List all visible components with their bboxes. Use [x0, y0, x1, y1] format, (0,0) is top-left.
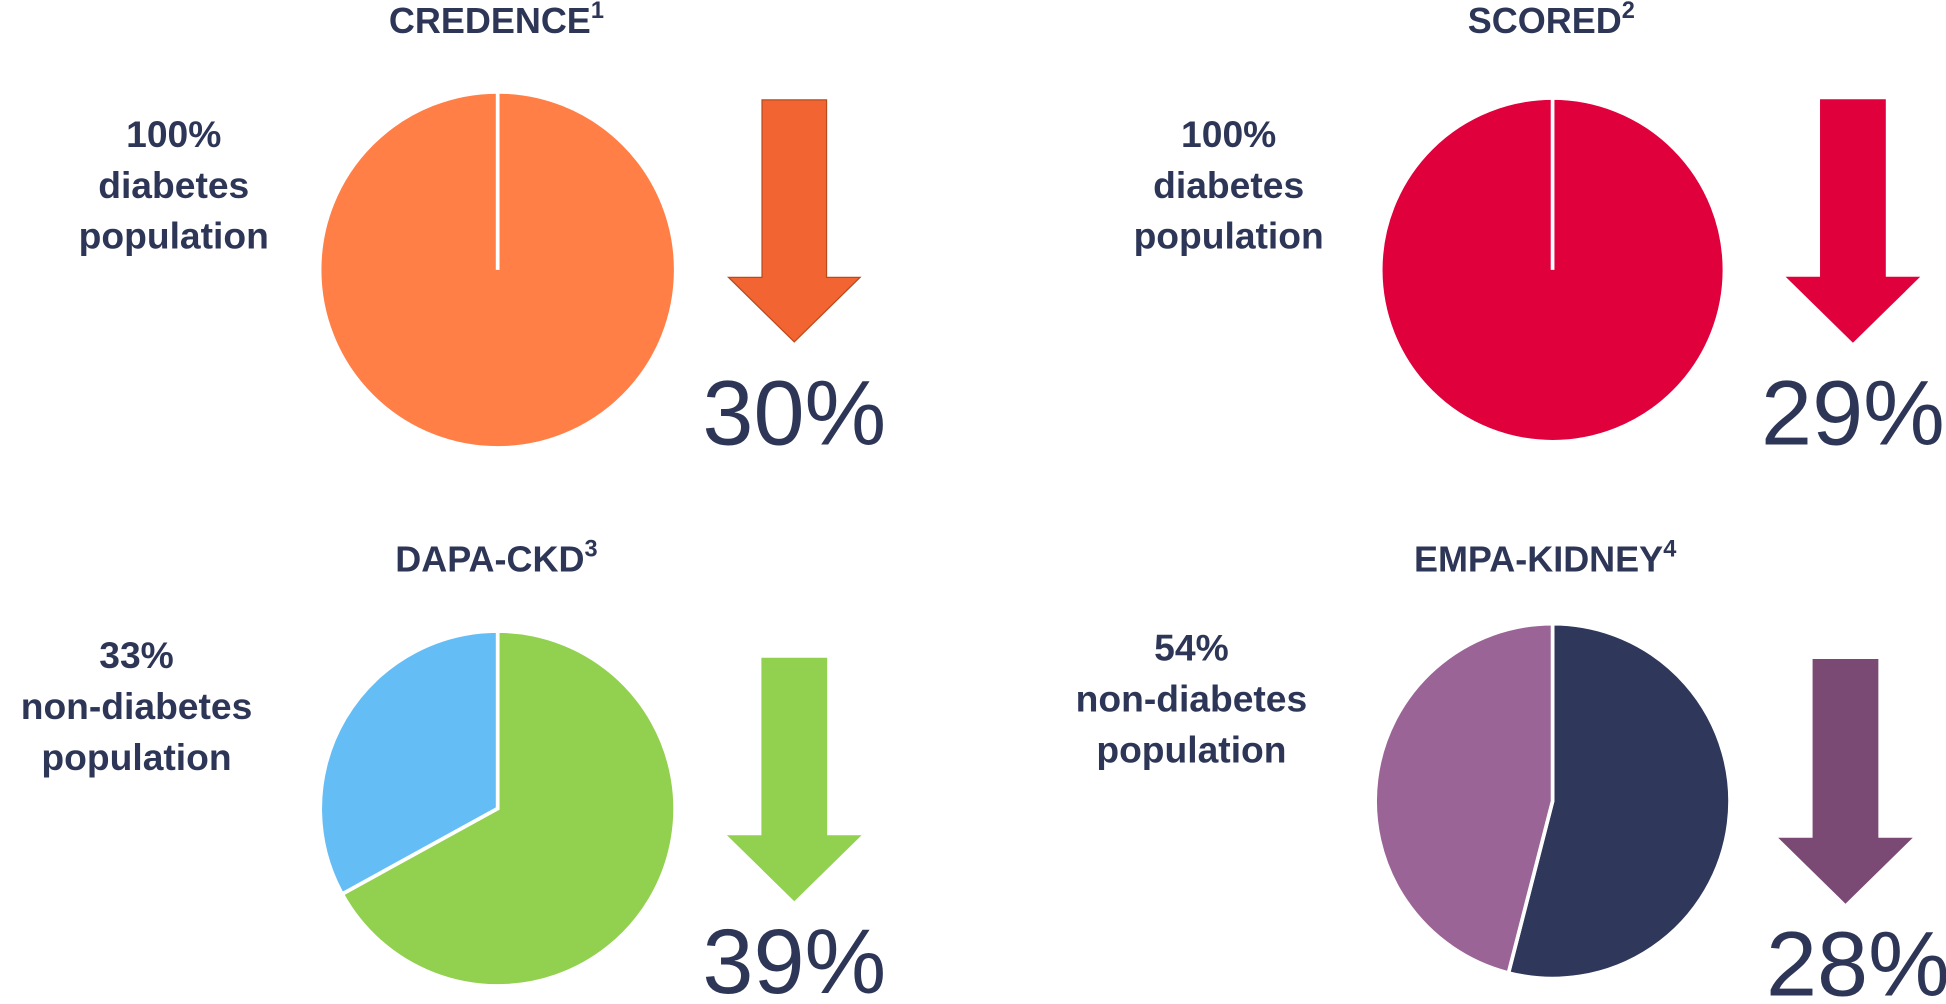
- reduction-value: 39%: [702, 911, 886, 1004]
- title-superscript: 1: [591, 0, 604, 23]
- chart-title: EMPA-KIDNEY4: [1414, 536, 1676, 579]
- title-text: CREDENCE: [389, 0, 591, 40]
- down-arrow: [1785, 99, 1921, 343]
- title-text: SCORED: [1468, 0, 1622, 40]
- title-superscript: 4: [1663, 536, 1676, 562]
- title-text: DAPA-CKD: [395, 538, 584, 579]
- population-label: population: [79, 215, 269, 257]
- chart-title: CREDENCE1: [389, 0, 604, 40]
- reduction-value: 30%: [702, 362, 886, 464]
- population-label: non-diabetes: [21, 685, 253, 727]
- population-label: population: [1134, 215, 1324, 257]
- reduction-value: 29%: [1761, 362, 1945, 464]
- population-label: diabetes: [98, 164, 249, 206]
- title-superscript: 2: [1622, 0, 1635, 23]
- panel: SCORED2 100% diabetes population 29%: [1134, 0, 1945, 464]
- down-arrow: [1778, 658, 1913, 904]
- population-label: non-diabetes: [1076, 678, 1308, 720]
- population-label: 54%: [1154, 627, 1228, 669]
- population-label: population: [41, 736, 231, 778]
- population-label: 33%: [99, 634, 173, 676]
- pie-slice: [339, 629, 677, 988]
- title-text: EMPA-KIDNEY: [1414, 538, 1663, 579]
- down-arrow: [726, 657, 862, 902]
- panel: EMPA-KIDNEY4 54% non-diabetes population 28%: [1076, 536, 1946, 1004]
- population-label: diabetes: [1153, 164, 1304, 206]
- panel: DAPA-CKD3 33% non-diabetes population 39%: [21, 536, 886, 1004]
- reduction-value: 28%: [1766, 913, 1946, 1004]
- pie-slice: [1373, 621, 1555, 976]
- down-arrow: [726, 99, 862, 343]
- population-label: 100%: [126, 113, 221, 155]
- population-label: 100%: [1181, 113, 1276, 155]
- population-label: population: [1096, 729, 1286, 771]
- title-superscript: 3: [584, 536, 597, 562]
- chart-title: DAPA-CKD3: [395, 536, 597, 579]
- pie-slice: [318, 629, 500, 897]
- chart-title: SCORED2: [1468, 0, 1635, 40]
- panel: CREDENCE1 100% diabetes population 30%: [79, 0, 887, 464]
- pie-slice: [1506, 621, 1732, 981]
